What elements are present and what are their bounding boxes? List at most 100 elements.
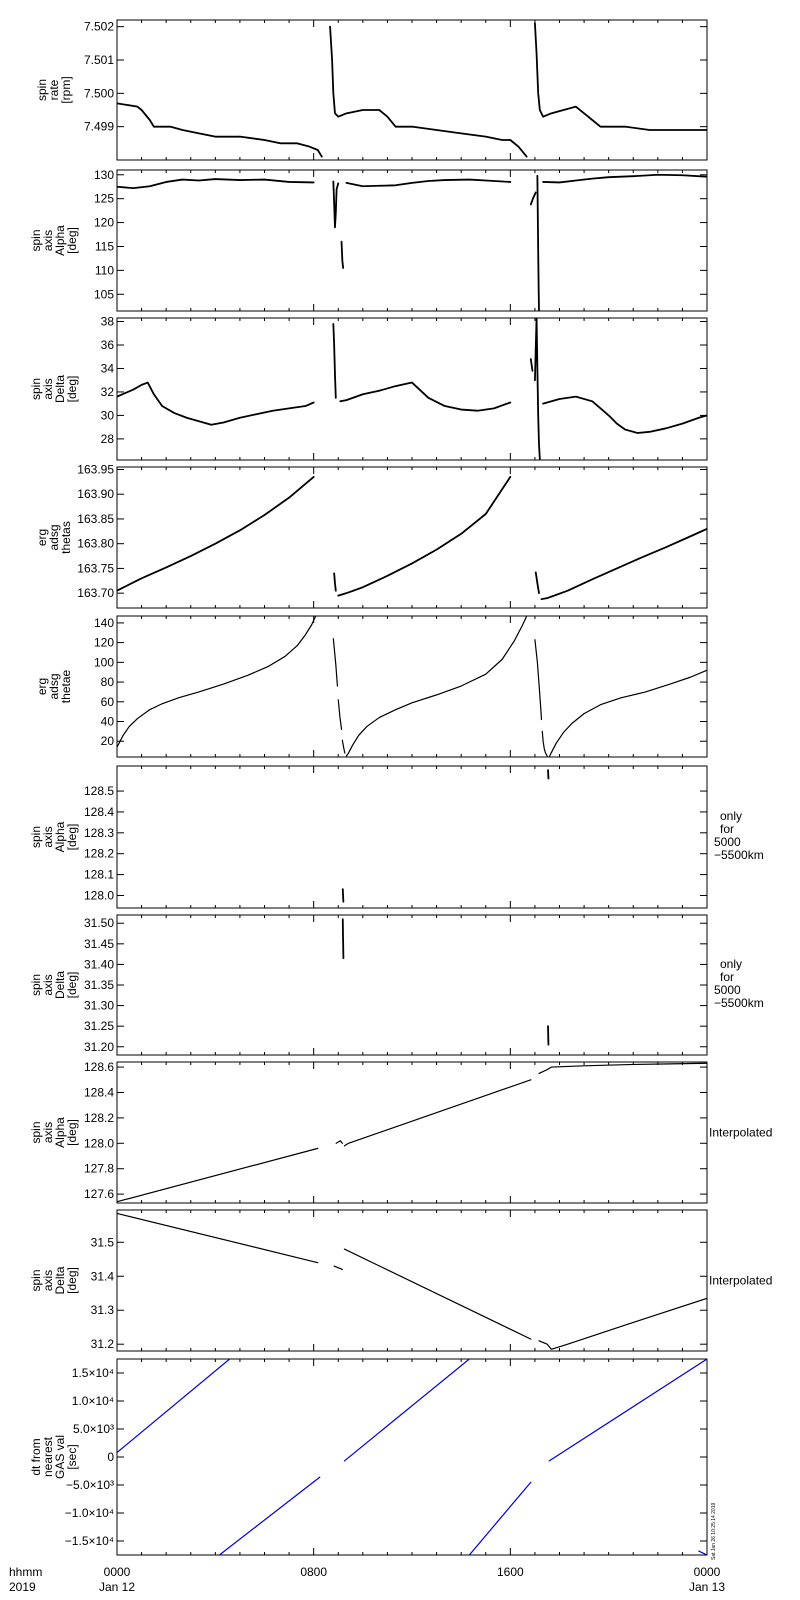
y-tick-label: 38 [101,315,115,329]
panel-6: 128.5 128.4 128.3 128.2 128.1 128.0 spinaxisAl… [29,765,764,909]
panel-frame [116,466,708,609]
series-segment [468,1481,532,1555]
series-segment [218,1476,321,1555]
series-segment [117,1359,231,1454]
y-tick-label: 130 [94,168,114,182]
x-tick-label: 0000 [104,1565,131,1579]
series-segment [117,1212,319,1264]
y-tick-label: 31.30 [84,999,114,1013]
data-series [341,918,550,1046]
y-axis-label: thetas [59,521,73,554]
y-axis-label: [deg] [65,1119,79,1146]
y-tick-label: 31.5 [91,1235,115,1249]
y-tick-label: 36 [101,338,115,352]
y-tick-label: −1.0×10⁴ [65,1506,114,1520]
timestamp-credit: Sat Jan 26 10:25:14 2019 [711,1503,717,1560]
series-segment [540,527,707,600]
y-axis-label: GAS val [53,1435,67,1479]
y-tick-label: 120 [94,216,114,230]
y-axis-label: [deg] [65,824,79,851]
y-axis-label: spin [29,378,43,400]
y-tick-label: 1.0×10⁴ [72,1394,114,1408]
series-segment [333,1265,343,1271]
panel-10: 1.5×10⁴ 1.0×10⁴ 5.0×10³ 0 −5.0×10³ −1.0×10⁴ −1… [29,1358,708,1556]
y-tick-label: 100 [94,655,114,669]
panel-7: 31.50 31.45 31.40 31.35 31.30 31.25 31.20 spina… [29,914,764,1056]
y-axis-label: rate [47,79,61,100]
y-tick-label: 7.500 [84,86,114,100]
y-axis-label: spin [29,229,43,251]
y-tick-label: 0 [107,1450,114,1464]
series-segment [542,395,707,434]
y-tick-label: 163.75 [77,561,114,575]
y-axis-label: spin [35,79,49,101]
series-segment [339,381,512,412]
data-series [117,318,707,460]
y-tick-label: 128.1 [84,868,114,882]
series-segment [117,178,315,190]
panel-frame [116,914,708,1056]
series-segment [698,1550,707,1555]
y-axis-label: Alpha [53,225,67,256]
series-segment [117,475,315,592]
series-segment [343,1359,470,1462]
series-segment [333,572,337,592]
panel-8: 128.6 128.4 128.2 128.0 127.8 127.6 spinaxisAl… [29,1060,772,1204]
y-tick-label: 31.50 [84,916,114,930]
y-tick-label: 163.70 [77,586,114,600]
series-segment [117,616,317,748]
y-tick-label: 110 [95,263,114,277]
y-tick-label: −1.5×10⁴ [65,1534,114,1548]
y-tick-label: 140 [94,616,114,630]
panel-side-label: only [720,957,742,971]
y-axis-label: axis [41,1270,55,1291]
y-tick-label: 120 [94,636,114,650]
series-segment [332,322,337,399]
y-axis-label: Alpha [53,821,67,852]
y-tick-label: 5.0×10³ [73,1422,114,1436]
series-segment [529,358,534,372]
x-tick-label: 0000 [694,1565,721,1579]
y-axis-label: [deg] [65,376,79,403]
series-segment [117,1147,319,1203]
y-axis-label: nearest [41,1436,55,1477]
series-segment [538,1297,707,1350]
data-series [117,616,707,757]
y-tick-label: 128.4 [84,805,114,819]
y-tick-label: 31.45 [84,937,114,951]
series-segment [345,616,528,757]
data-series [117,475,707,600]
panel-frame [116,1358,708,1556]
panel-frame [116,615,708,758]
y-axis-label: spin [29,974,43,996]
series-segment [345,178,512,188]
panel-frame [116,1061,708,1204]
y-tick-label: 127.8 [84,1162,114,1176]
series-segment [534,639,543,721]
y-axis-label: dt from [29,1438,43,1475]
y-axis-label: axis [41,378,55,399]
series-segment [509,139,528,158]
y-axis-label: erg [35,678,49,695]
series-segment [117,381,315,426]
y-tick-label: 31.20 [84,1040,114,1054]
series-segment [341,739,346,754]
y-tick-label: 31.25 [84,1019,114,1033]
panel-side-label: Interpolated [709,1274,772,1288]
y-tick-label: 128.2 [84,847,114,861]
series-segment [332,638,339,687]
y-axis-label: thetae [59,669,73,703]
y-tick-label: 163.95 [77,462,114,476]
series-segment [340,240,345,269]
y-tick-label: 20 [101,734,115,748]
y-tick-label: 127.6 [84,1187,114,1201]
y-tick-label: 1.5×10⁴ [72,1366,114,1380]
series-segment [534,318,541,460]
y-tick-label: 128.0 [84,888,114,902]
y-axis-label: Alpha [53,1117,67,1148]
